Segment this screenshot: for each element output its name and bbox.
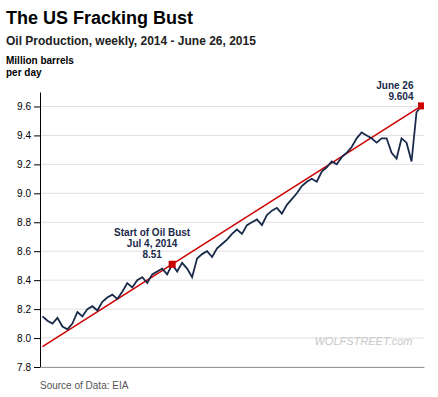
y-tick-label: 9.0: [17, 188, 31, 199]
grid-line: [40, 106, 424, 107]
grid-line: [40, 193, 424, 194]
y-axis: 7.8 8.0 8.2 8.4 8.6 8.8 9.0 9.2 9.4 9.6: [17, 93, 40, 373]
y-tick: 8.0: [17, 333, 40, 344]
annotation-line: 9.604: [388, 91, 413, 102]
y-axis-label: Million barrelsper day: [6, 55, 74, 78]
y-tick-mark: [34, 338, 40, 339]
y-tick-mark: [34, 106, 40, 107]
y-tick-label: 8.8: [17, 217, 31, 228]
y-tick: 9.2: [17, 159, 40, 170]
y-axis-line: [40, 93, 41, 368]
y-tick-mark: [34, 280, 40, 281]
trend-line: [42, 106, 421, 347]
y-tick-label: 8.0: [17, 333, 31, 344]
grid: [40, 106, 424, 367]
annotations: Start of Oil BustJul 4, 20148.51 June 269…: [114, 80, 414, 260]
y-tick: 7.8: [17, 362, 40, 373]
y-tick-mark: [34, 193, 40, 194]
grid-line: [40, 280, 424, 281]
y-tick: 9.0: [17, 188, 40, 199]
watermark: WOLFSTREET.com: [314, 335, 412, 347]
data-line: [42, 106, 421, 329]
subtitle: Oil Production, weekly, 2014 - June 26, …: [6, 34, 256, 48]
marks: [42, 102, 424, 346]
y-tick: 8.6: [17, 246, 40, 257]
y-tick-label: 9.4: [17, 130, 31, 141]
y-tick: 8.8: [17, 217, 40, 228]
annotation: June 269.604: [376, 80, 414, 102]
y-tick-label: 8.4: [17, 275, 31, 286]
title: The US Fracking Bust: [6, 8, 193, 28]
y-tick-label: 9.2: [17, 159, 31, 170]
y-tick-mark: [34, 135, 40, 136]
annotation-line: June 26: [376, 80, 414, 91]
marker-point: [169, 261, 176, 268]
chart: The US Fracking Bust Oil Production, week…: [0, 0, 438, 397]
annotation-line: 8.51: [142, 249, 162, 260]
y-tick-label: 8.2: [17, 304, 31, 315]
y-tick-mark: [34, 251, 40, 252]
y-tick: 8.4: [17, 275, 40, 286]
y-axis-label-line: per day: [6, 67, 42, 78]
y-tick-mark: [34, 164, 40, 165]
y-axis-label-line: Million barrels: [6, 55, 74, 66]
y-tick-mark: [34, 367, 40, 368]
source: Source of Data: EIA: [40, 380, 129, 391]
y-tick: 8.2: [17, 304, 40, 315]
x-axis-line: [41, 367, 425, 368]
grid-line: [40, 251, 424, 252]
y-tick-label: 7.8: [17, 362, 31, 373]
annotation-line: Start of Oil Bust: [114, 227, 191, 238]
y-tick: 9.4: [17, 130, 40, 141]
y-tick-mark: [34, 309, 40, 310]
grid-line: [40, 367, 424, 368]
y-tick: 9.6: [17, 101, 40, 112]
x-axis: [41, 367, 425, 368]
y-tick-mark: [34, 222, 40, 223]
annotation: Start of Oil BustJul 4, 20148.51: [114, 227, 191, 260]
marker-point: [418, 102, 424, 109]
grid-line: [40, 164, 424, 165]
plot-area: 7.8 8.0 8.2 8.4 8.6 8.8 9.0 9.2 9.4 9.6 Start of O…: [17, 80, 425, 373]
grid-line: [40, 222, 424, 223]
y-tick-label: 9.6: [17, 101, 31, 112]
annotation-line: Jul 4, 2014: [127, 238, 178, 249]
y-tick-label: 8.6: [17, 246, 31, 257]
